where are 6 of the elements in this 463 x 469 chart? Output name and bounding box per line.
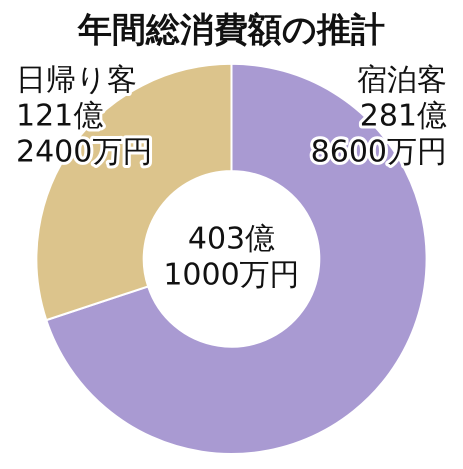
slice-label: 宿泊客 xyxy=(357,62,447,98)
slice-label: 日帰り客 xyxy=(16,62,137,98)
text: 403億 1000万円 xyxy=(163,222,300,293)
chart-title: 年間総消費額の推計 xyxy=(77,10,385,50)
text: 121億 2400万円 xyxy=(16,98,152,170)
text: 281億 8600万円 xyxy=(310,98,447,170)
